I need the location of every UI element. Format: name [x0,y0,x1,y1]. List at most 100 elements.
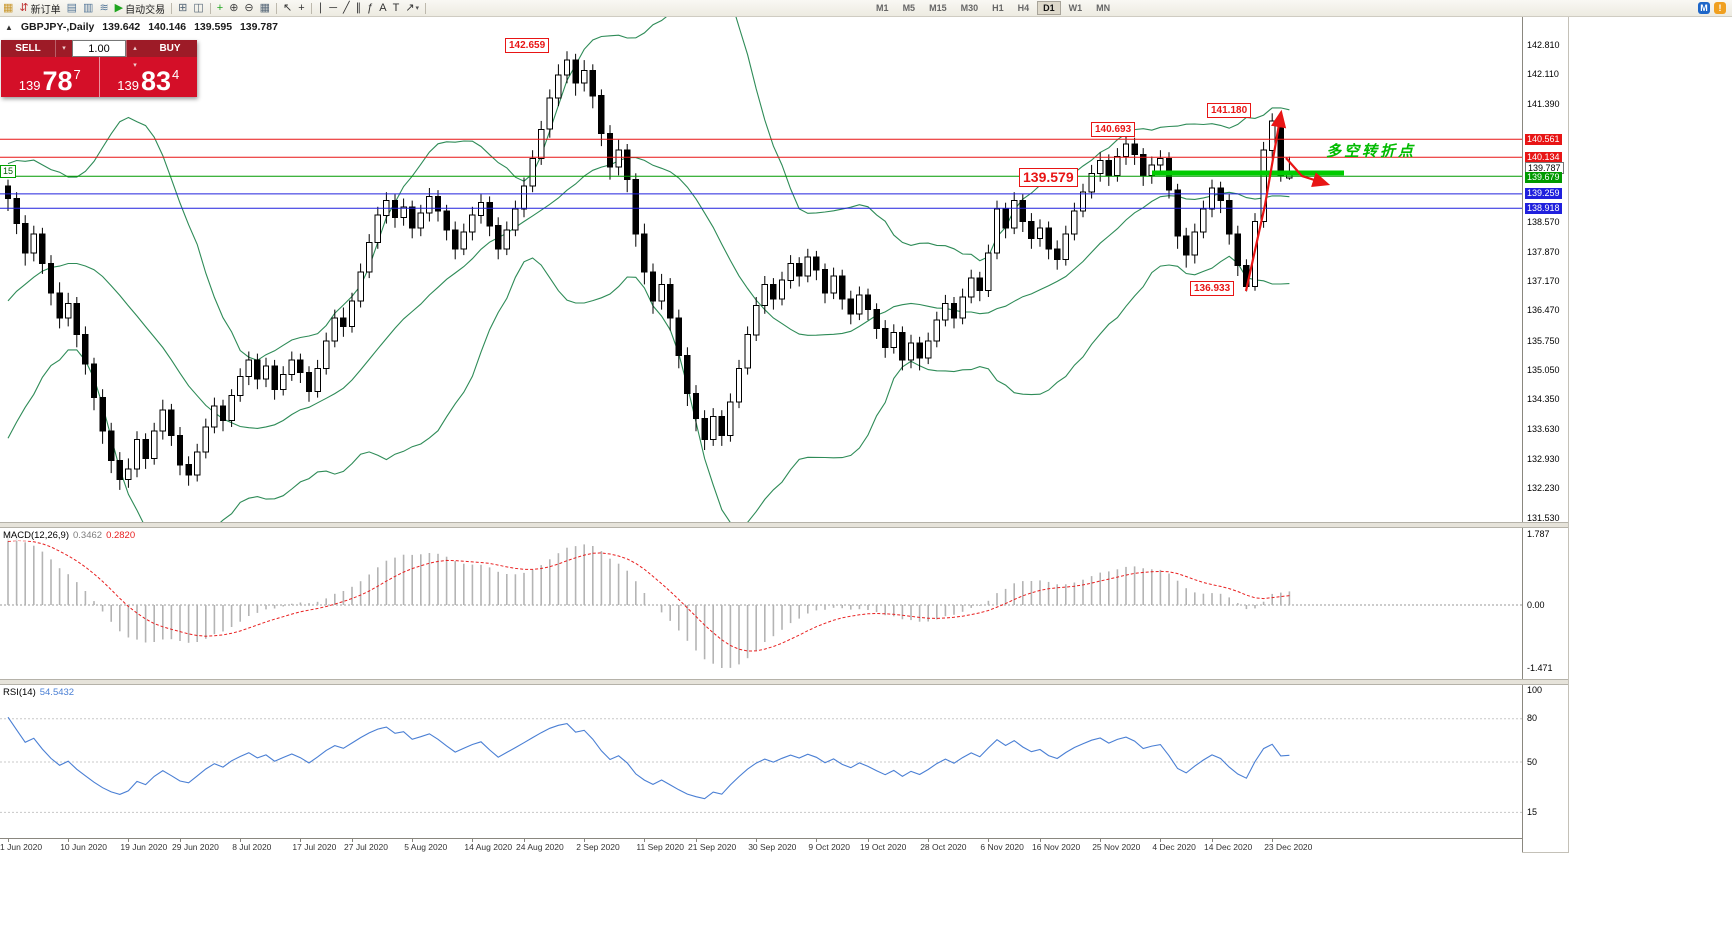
price-axis-label: 140.134 [1525,151,1562,163]
alert-icon[interactable]: ! [1714,2,1726,14]
fibonacci-icon[interactable]: ƒ [364,1,376,16]
buy-price-big: 83 [140,66,171,97]
horizontal-line-icon[interactable]: ─ [326,1,340,16]
vertical-line-icon[interactable]: ∣ [315,1,327,16]
horizontal-lines[interactable] [0,138,1522,209]
date-tick [351,839,353,842]
new-order-button[interactable]: ⇵ 新订单 [16,1,63,16]
arrows-icon[interactable]: ↗ ▾ [402,1,422,16]
drawing-arrows[interactable] [1244,109,1331,292]
autotrading-button[interactable]: ▶ 自动交易 [112,1,168,16]
price-label-object[interactable]: 139.579 [1019,168,1078,187]
timeframe-m1-button[interactable]: M1 [876,3,889,13]
trendline-icon[interactable]: ╱ [340,1,353,16]
tile-windows-icon[interactable]: ▦ [257,1,273,16]
chart-bars-icon[interactable]: ▤ [64,1,80,16]
tile-windows-icon: ▦ [259,1,271,14]
macd-pane[interactable] [0,528,1522,679]
fibonacci-icon: ƒ [367,1,374,14]
timeframe-h1-button[interactable]: H1 [992,3,1004,13]
rsi-label: RSI(14) 54.5432 [3,687,75,698]
date-label: 30 Sep 2020 [748,842,797,852]
toolbar-separator [276,2,278,14]
date-label: 14 Aug 2020 [464,842,513,852]
timeframe-m5-button[interactable]: M5 [902,3,916,13]
annotation-text[interactable]: 多空转折点 [1326,143,1417,160]
price-chart[interactable] [0,16,1522,522]
indicators-icon[interactable]: + [214,1,226,16]
symbol-trend-icon: ▲ [5,23,13,32]
channel-icon[interactable]: ∥ [353,1,365,16]
sell-price-button[interactable]: 139 78 7 [1,57,99,97]
zoom-out-icon[interactable]: ⊖ [241,1,256,16]
new-chart-icon: ⊞ [178,1,188,14]
rsi-axis-label: 80 [1527,713,1538,724]
date-label: 1 Jun 2020 [0,842,43,852]
date-label: 14 Dec 2020 [1204,842,1253,852]
rsi-pane[interactable] [0,685,1522,838]
buy-price-button[interactable]: 139 83 4 [98,57,198,97]
chart-icon[interactable]: ▦ [0,1,16,16]
toolbar-separator [209,2,211,14]
price-axis-label: 142.110 [1527,68,1559,79]
macd-splitter[interactable] [0,522,1568,528]
date-tick [695,839,697,842]
trade-panel-controls: SELL ▾ ▴▾ BUY [1,40,197,69]
sell-dropdown-icon[interactable]: ▾ [55,40,72,57]
macd-signal-line [7,539,1290,652]
timeframe-m15-button[interactable]: M15 [929,3,947,13]
rsi-axis-label: 15 [1527,806,1538,817]
price-axis-label: 134.350 [1527,394,1560,405]
price-axis[interactable]: 142.810 142.110 141.390 140.561 140.134 139.7… [1523,16,1568,852]
price-label-object[interactable]: 142.659 [505,38,550,53]
volume-input[interactable] [72,40,126,57]
date-tick [867,839,869,842]
text-icon[interactable]: A [376,1,389,16]
trendline-icon: ╱ [342,1,350,14]
new-order-button-label: 新订单 [30,4,61,16]
cursor-icon[interactable]: ↖ [280,1,295,16]
zoom-out-icon: ⊖ [244,1,254,14]
profiles-icon[interactable]: ◫ [190,1,206,16]
new-order-icon: ⇵ [19,1,29,14]
community-icon[interactable]: M [1698,2,1710,14]
chart-candles-icon[interactable]: ▥ [80,1,96,16]
horizontal-line-icon: ─ [329,1,337,14]
date-tick [1039,839,1041,842]
timeframe-mn-button[interactable]: MN [1096,3,1111,13]
label-icon[interactable]: T [390,1,403,16]
date-tick [815,839,817,842]
volume-stepper-icon[interactable]: ▴ ▾ [126,40,143,69]
price-label-object[interactable]: 141.180 [1207,103,1252,118]
price-label-object[interactable]: 136.933 [1190,281,1235,296]
rsi-splitter[interactable] [0,679,1568,685]
timeframe-m30-button[interactable]: M30 [960,3,979,13]
price-axis-label: 133.630 [1527,424,1560,435]
timeframe-d1-button[interactable]: D1 [1037,1,1061,15]
date-tick [7,839,9,842]
date-tick [583,839,585,842]
timeframe-h4-button[interactable]: H4 [1017,3,1030,13]
date-tick [127,839,129,842]
date-axis[interactable]: 1 Jun 2020 10 Jun 2020 19 Jun 2020 29 Jun 2… [0,838,1522,853]
crosshair-icon[interactable]: + [295,1,307,16]
sell-button[interactable]: SELL [1,40,55,57]
timeframe-w1-button[interactable]: W1 [1068,3,1083,13]
price-axis-label: 136.470 [1527,305,1560,316]
zoom-in-icon[interactable]: ⊕ [226,1,241,16]
autotrading-button-label: 自动交易 [125,4,166,16]
macd-name: MACD(12,26,9) [3,530,69,541]
new-chart-icon[interactable]: ⊞ [175,1,190,16]
date-tick [643,839,645,842]
sell-price-prefix: 139 [18,77,41,93]
date-label: 10 Jun 2020 [60,842,107,852]
price-axis-label: 138.918 [1525,202,1562,214]
chart-line-icon[interactable]: ≋ [96,1,111,16]
macd-signal-value: 0.2820 [106,530,136,541]
date-tick [411,839,413,842]
buy-button[interactable]: BUY [143,40,197,57]
left-price-tag: 15 [0,165,17,178]
arrows-icon-caret-icon[interactable]: ▾ [415,5,420,12]
arrows-icon: ↗ [405,1,415,14]
price-label-object[interactable]: 140.693 [1091,122,1136,137]
